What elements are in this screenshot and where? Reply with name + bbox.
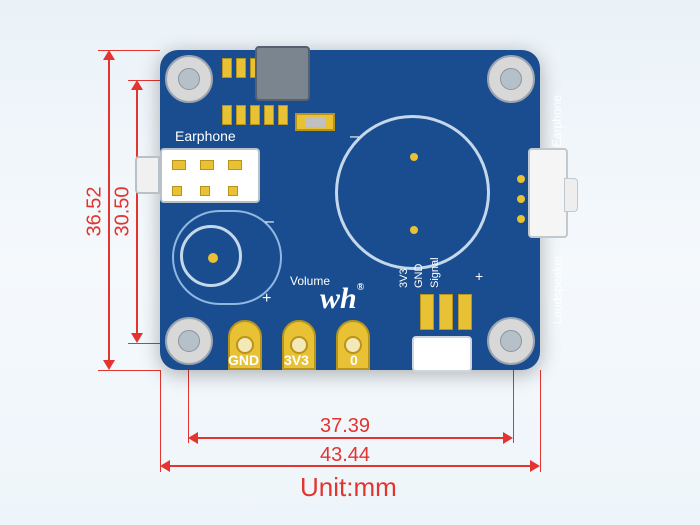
- pad-label-3v3: 3V3: [284, 352, 309, 368]
- ext-line: [98, 370, 160, 371]
- logo-text: wh: [320, 282, 357, 315]
- dim-line-inner-height: [136, 82, 138, 341]
- pcb-board: Earphone – + Volume – + wh® GND 3V3 0: [160, 50, 540, 370]
- logo: wh®: [320, 282, 364, 316]
- speaker-minus-icon: –: [350, 128, 359, 146]
- ic-chip: [255, 46, 310, 101]
- speaker-plus-icon: +: [475, 268, 483, 284]
- dim-line-outer-height: [108, 52, 110, 368]
- chip-pads: [222, 105, 288, 125]
- mounting-hole: [487, 55, 535, 103]
- jack-pins: [172, 186, 238, 196]
- earphone-label: Earphone: [175, 128, 236, 144]
- header-label-3v3: 3V3: [398, 268, 410, 288]
- pad-label-0: 0: [350, 352, 358, 368]
- loudspeaker-label: Loudspeaker: [550, 255, 564, 324]
- header-pads: [420, 294, 472, 330]
- side-dots: [517, 175, 525, 223]
- header-label-gnd: GND: [413, 264, 425, 288]
- connector: [412, 336, 472, 372]
- dim-outer-width: 43.44: [320, 444, 370, 467]
- dim-inner-height: 30.50: [112, 186, 135, 236]
- mounting-hole: [165, 55, 213, 103]
- jack-pins: [172, 160, 242, 170]
- volume-plus-icon: +: [262, 290, 271, 308]
- logo-registered-icon: ®: [357, 282, 364, 293]
- earphone-jack-outer: [135, 156, 160, 194]
- diagram-canvas: 36.52 30.50 37.39 43.44 Unit:mm Earphone: [0, 0, 700, 525]
- ext-line: [540, 370, 541, 472]
- mounting-hole: [487, 317, 535, 365]
- dim-outer-height: 36.52: [84, 186, 107, 236]
- side-earphone-label: Earphone: [550, 95, 564, 147]
- unit-label: Unit:mm: [300, 472, 397, 503]
- volume-knob: [180, 225, 242, 287]
- side-jack: [528, 148, 568, 238]
- pad-label-gnd: GND: [228, 352, 259, 368]
- mounting-hole: [165, 317, 213, 365]
- volume-minus-icon: –: [265, 213, 274, 231]
- header-label-signal: Signal: [429, 257, 441, 288]
- dim-inner-width: 37.39: [320, 415, 370, 438]
- ext-line: [160, 370, 161, 472]
- smd-capacitor: [295, 113, 335, 131]
